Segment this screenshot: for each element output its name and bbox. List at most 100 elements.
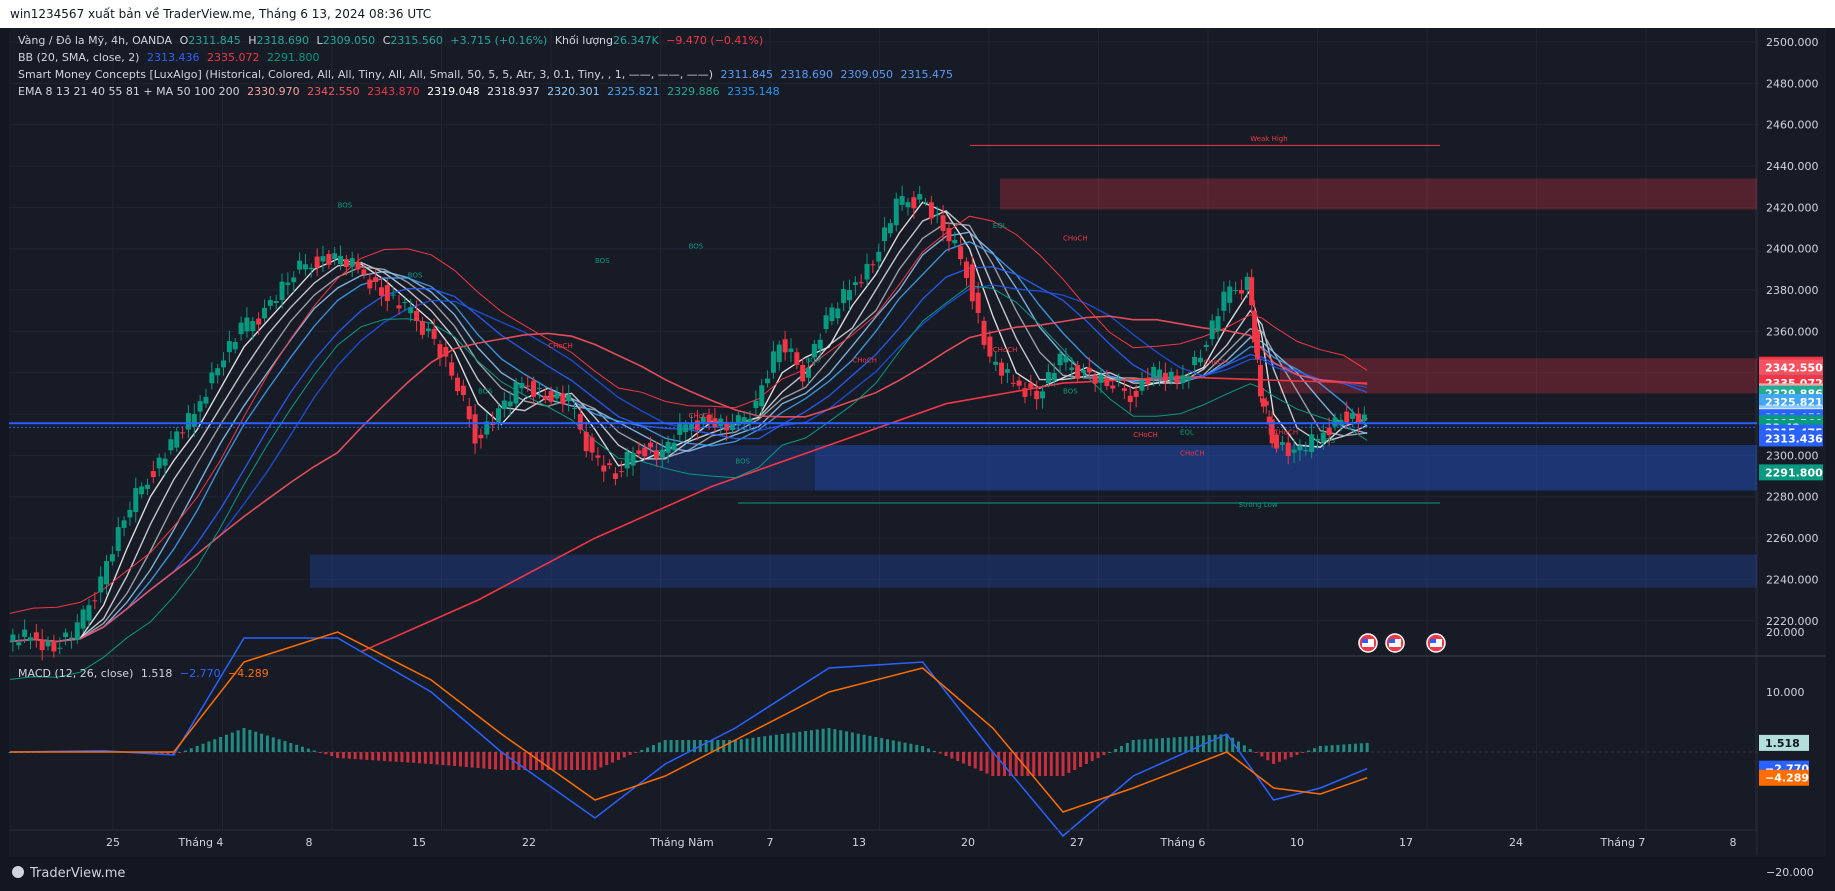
candle-body <box>1151 366 1157 378</box>
macd-hist-bar <box>429 752 433 764</box>
macd-hist-bar <box>1295 752 1299 755</box>
candle-body <box>297 260 303 270</box>
macd-hist-bar <box>1248 749 1252 752</box>
legend-change: +3.715 (+0.16%) <box>450 34 548 47</box>
candle-body <box>1069 367 1075 370</box>
candle-body <box>999 362 1005 376</box>
ma-100-line <box>9 315 1368 643</box>
macd-hist-bar <box>1178 737 1182 752</box>
macd-hist-bar <box>189 748 193 752</box>
macd-hist-bar <box>1336 744 1340 752</box>
candle-body <box>1332 417 1338 427</box>
macd-hist-bar <box>774 734 778 752</box>
time-tick-label: 8 <box>1730 836 1737 849</box>
legend-low: 2309.050 <box>322 34 376 47</box>
macd-hist-bar <box>657 742 661 752</box>
candle-body <box>104 561 110 585</box>
candle-body <box>45 640 51 647</box>
candle-body <box>870 264 876 266</box>
price-badge <box>1759 359 1823 376</box>
candle-body <box>1004 369 1010 373</box>
candle-body <box>770 351 776 373</box>
macd-hist-bar <box>646 747 650 752</box>
macd-hist-bar <box>967 752 971 766</box>
candle-body <box>390 294 396 296</box>
price-tick-label: 2380.000 <box>1766 284 1819 297</box>
footer-brand[interactable]: TraderView.me <box>12 866 125 881</box>
legend-symbol: Vàng / Đô la Mỹ, 4h, OANDA <box>18 34 173 47</box>
candle-body <box>1162 372 1168 381</box>
candle-body <box>361 269 367 275</box>
macd-hist-bar <box>418 752 421 764</box>
candle-body <box>139 486 145 495</box>
bb-upper: 2335.072 <box>206 51 260 64</box>
candle-body <box>484 421 490 435</box>
ema-value-4: 2319.048 <box>427 85 480 98</box>
candle-body <box>642 447 648 457</box>
candle-body <box>1180 375 1186 384</box>
macd-hist-bar <box>289 743 293 752</box>
candle-body <box>1075 365 1081 379</box>
candle-body <box>823 315 829 330</box>
candle-body <box>1252 310 1258 343</box>
macd-hist-bar <box>295 744 299 752</box>
candle-body <box>1227 286 1233 303</box>
legend-main: Vàng / Đô la Mỹ, 4h, OANDA O2311.845 H23… <box>18 34 767 47</box>
ema-value-9: 2335.148 <box>727 85 780 98</box>
legend-volume-change: −9.470 (−0.41%) <box>666 34 764 47</box>
order-block-zone <box>310 554 1757 588</box>
macd-hist-bar <box>312 750 316 752</box>
time-tick-label: 22 <box>522 836 536 849</box>
brand-name: TraderView.me <box>30 866 126 881</box>
macd-hist-bar <box>1102 752 1106 755</box>
candle-body <box>1320 432 1326 442</box>
macd-hist-bar <box>236 730 240 752</box>
price-badge-label: 2313.436 <box>1765 432 1823 445</box>
macd-hist-bar <box>792 732 796 752</box>
macd-hist-bar <box>704 740 708 752</box>
candle-body <box>577 414 583 430</box>
candle-body <box>33 632 39 640</box>
macd-hist-bar <box>728 740 732 752</box>
macd-hist-bar <box>160 752 164 755</box>
macd-hist-bar <box>692 740 696 752</box>
candle-body <box>495 408 501 422</box>
candle-body <box>1040 391 1046 399</box>
candle-body <box>1361 414 1367 421</box>
candle-body <box>893 198 899 226</box>
macd-label: MACD (12, 26, close) <box>18 667 134 680</box>
macd-hist-bar <box>377 752 381 761</box>
ema-label: EMA 8 13 21 40 55 81 + MA 50 100 200 <box>18 85 240 98</box>
macd-hist-bar <box>388 752 392 762</box>
macd-hist-bar <box>979 752 983 771</box>
macd-hist-bar <box>1237 741 1240 752</box>
macd-badge <box>1759 769 1809 786</box>
structure-label: Weak High <box>1250 135 1287 143</box>
candle-body <box>320 256 326 262</box>
candle-body <box>460 385 466 396</box>
macd-hist-bar <box>224 734 228 752</box>
macd-hist-bar <box>833 729 837 752</box>
macd-hist-bar <box>1365 742 1369 752</box>
candle-body <box>185 413 191 430</box>
candle-body <box>51 641 57 652</box>
macd-hist-bar <box>301 746 304 752</box>
legend-o-label: O <box>179 34 189 47</box>
candle-body <box>261 307 267 319</box>
ema-value-2: 2342.550 <box>307 85 360 98</box>
macd-hist-bar <box>400 752 404 763</box>
candle-body <box>1238 290 1244 294</box>
legend-l-label: L <box>316 34 323 47</box>
candle-body <box>1215 316 1221 332</box>
candle-body <box>659 449 665 458</box>
macd-hist-bar <box>687 740 691 752</box>
structure-label: CHoCH <box>1133 431 1158 439</box>
macd-hist-bar <box>494 752 498 770</box>
time-tick-label: 15 <box>412 836 426 849</box>
price-tick-label: 2300.000 <box>1766 449 1819 462</box>
macd-hist-bar <box>634 752 638 753</box>
candle-body <box>1326 427 1332 436</box>
structure-label: CHoCH <box>852 356 877 364</box>
ema-value-7: 2325.821 <box>607 85 660 98</box>
